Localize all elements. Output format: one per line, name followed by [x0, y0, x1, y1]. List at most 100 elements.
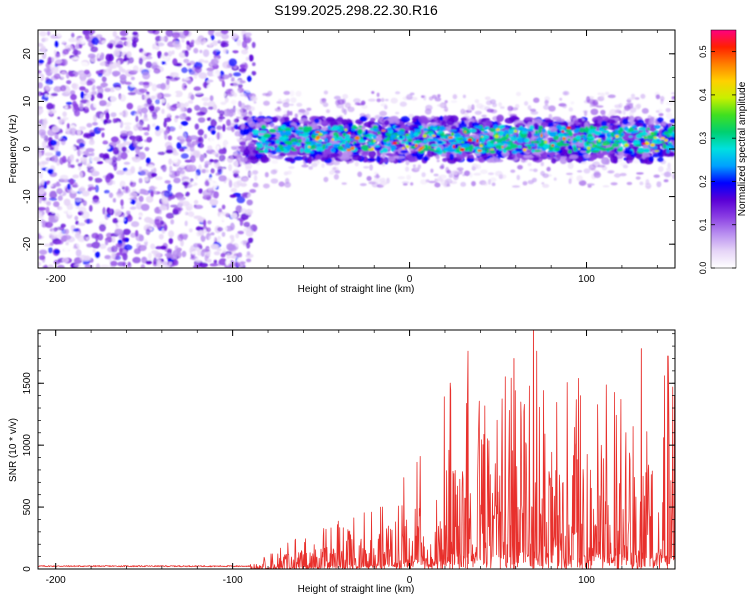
- heatmap-cell: [114, 209, 122, 217]
- heatmap-cell: [75, 198, 82, 203]
- heatmap-cell: [158, 209, 162, 215]
- heatmap-cell: [489, 177, 497, 182]
- heatmap-cells: [38, 30, 675, 268]
- heatmap-cell: [80, 71, 84, 77]
- heatmap-cell: [533, 122, 539, 130]
- heatmap-cell: [353, 98, 361, 104]
- heatmap-cell: [119, 103, 125, 109]
- heatmap-cell: [545, 100, 549, 104]
- heatmap-cell: [49, 147, 55, 151]
- heatmap-cell: [77, 162, 83, 167]
- heatmap-cell: [477, 149, 482, 153]
- heatmap-cell: [53, 73, 61, 80]
- heatmap-cell: [86, 218, 90, 224]
- heatmap-cell: [368, 98, 376, 102]
- heatmap-cell: [113, 49, 120, 57]
- heatmap-cell: [247, 117, 253, 125]
- heatmap-cell: [291, 149, 297, 152]
- heatmap-cell: [106, 213, 111, 218]
- heatmap-cell: [593, 171, 602, 179]
- heatmap-cell: [170, 72, 175, 78]
- heatmap-cell: [207, 37, 212, 45]
- heatmap-cell: [152, 43, 156, 50]
- heatmap-cell: [86, 80, 93, 86]
- heatmap-cell: [410, 145, 417, 149]
- heatmap-cell: [462, 136, 466, 142]
- heatmap-cell: [279, 152, 286, 157]
- heatmap-cell: [105, 175, 111, 183]
- heatmap-cell: [40, 99, 46, 106]
- heatmap-cell: [670, 92, 675, 95]
- heatmap-cell: [206, 80, 210, 84]
- heatmap-cell: [539, 139, 544, 142]
- heatmap-cell: [65, 66, 74, 71]
- heatmap-cell: [205, 139, 214, 146]
- heatmap-cell: [72, 228, 80, 232]
- heatmap-cell: [49, 242, 54, 246]
- heatmap-cell: [186, 107, 192, 114]
- heatmap-cell: [38, 142, 42, 146]
- spectrogram-x-ticks: -200 -100 0 100: [46, 30, 658, 285]
- heatmap-cell: [626, 181, 633, 186]
- heatmap-cell: [139, 88, 148, 93]
- heatmap-cell: [38, 261, 42, 267]
- heatmap-cell: [229, 155, 234, 161]
- heatmap-cell: [194, 66, 202, 74]
- heatmap-cell: [40, 230, 49, 237]
- heatmap-cell: [243, 221, 250, 228]
- heatmap-cell: [82, 30, 90, 36]
- heatmap-cell: [55, 30, 63, 37]
- heatmap-cell: [74, 231, 81, 239]
- heatmap-cell: [90, 46, 98, 53]
- heatmap-cell: [671, 125, 675, 131]
- heatmap-cell: [83, 165, 89, 170]
- heatmap-cell: [672, 173, 675, 180]
- heatmap-cell: [155, 35, 162, 42]
- heatmap-cell: [319, 100, 327, 105]
- heatmap-cell: [135, 122, 144, 129]
- heatmap-cell: [113, 37, 119, 41]
- heatmap-cell: [652, 153, 660, 158]
- heatmap-cell: [210, 168, 215, 174]
- heatmap-cell: [568, 178, 572, 185]
- heatmap-cell: [537, 146, 541, 150]
- heatmap-cell: [515, 104, 520, 109]
- heatmap-cell: [135, 146, 140, 154]
- heatmap-cell: [191, 30, 199, 37]
- heatmap-cell: [533, 149, 542, 153]
- heatmap-cell: [405, 140, 409, 146]
- heatmap-cell: [481, 137, 486, 142]
- heatmap-cell: [263, 147, 269, 154]
- heatmap-cell: [46, 115, 50, 122]
- heatmap-cell: [510, 143, 518, 149]
- heatmap-cell: [602, 143, 607, 146]
- heatmap-cell: [38, 70, 42, 74]
- heatmap-cell: [474, 125, 482, 129]
- heatmap-cell: [663, 179, 669, 183]
- heatmap-cell: [168, 158, 173, 165]
- heatmap-cell: [486, 108, 494, 113]
- heatmap-cell: [121, 68, 126, 73]
- heatmap-cell: [140, 203, 150, 211]
- heatmap-cell: [217, 166, 224, 173]
- heatmap-cell: [218, 116, 226, 120]
- heatmap-cell: [69, 178, 74, 185]
- heatmap-cell: [527, 129, 534, 132]
- heatmap-cell: [285, 177, 290, 185]
- heatmap-cell: [207, 30, 214, 36]
- heatmap-cell: [197, 142, 201, 148]
- heatmap-cell: [548, 126, 558, 132]
- heatmap-cell: [325, 145, 329, 150]
- heatmap-cell: [361, 100, 366, 106]
- heatmap-cell: [158, 233, 164, 240]
- heatmap-cell: [193, 199, 199, 205]
- heatmap-cell: [357, 128, 363, 134]
- heatmap-cell: [216, 125, 223, 130]
- heatmap-cell: [121, 146, 127, 152]
- heatmap-cell: [95, 203, 102, 209]
- x-tick-label: -200: [46, 575, 66, 586]
- heatmap-cell: [656, 181, 662, 188]
- heatmap-cell: [79, 142, 85, 148]
- heatmap-cell: [326, 109, 330, 114]
- heatmap-cell: [624, 143, 629, 148]
